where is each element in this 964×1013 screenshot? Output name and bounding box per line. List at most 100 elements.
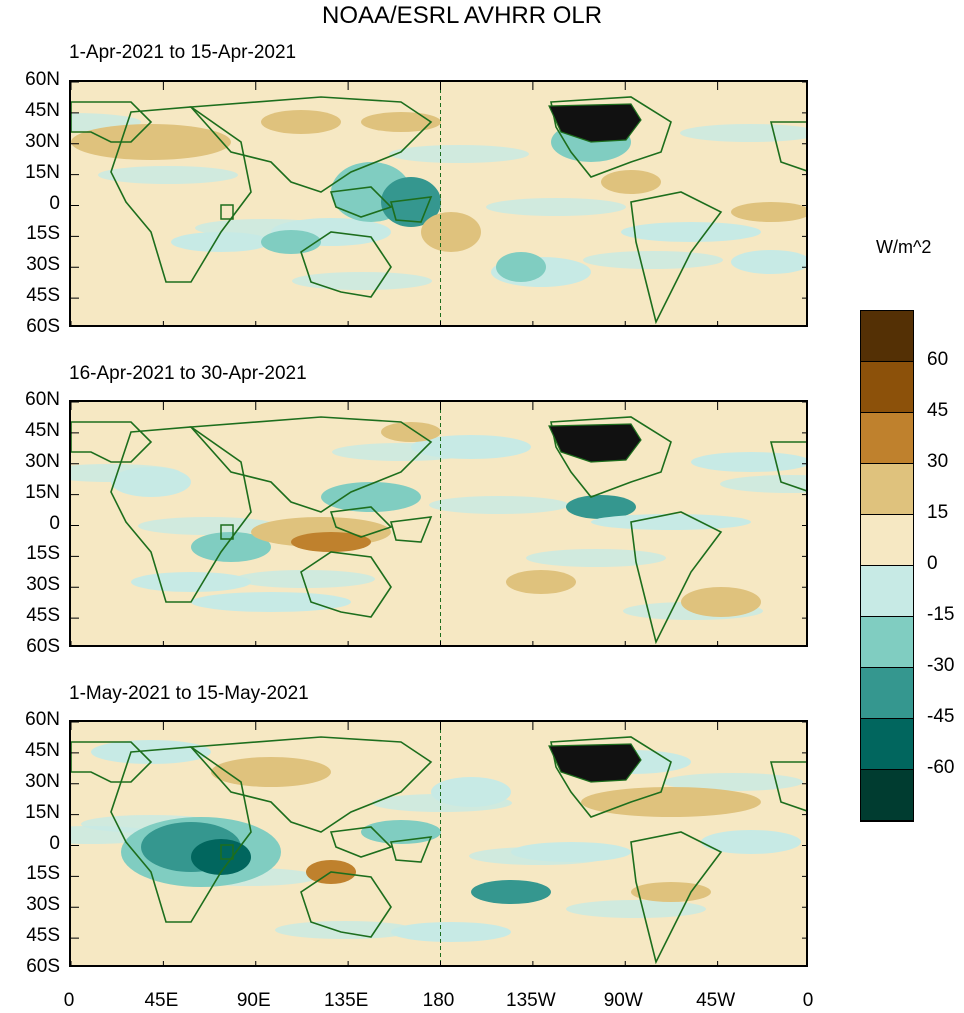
panel-3-title: 1-May-2021 to 15-May-2021 bbox=[69, 683, 309, 704]
lat-label: 45S bbox=[26, 285, 60, 307]
colorbar-segment bbox=[861, 515, 913, 566]
coastline bbox=[300, 231, 392, 298]
lon-label: 180 bbox=[422, 990, 455, 1011]
anomaly-blob bbox=[191, 592, 351, 612]
anomaly-blob bbox=[621, 222, 761, 242]
map-panel-2 bbox=[69, 400, 808, 647]
lat-label: 0 bbox=[49, 832, 60, 854]
coastline bbox=[329, 186, 393, 218]
lat-label: 60S bbox=[26, 316, 60, 337]
colorbar-tick-label: -60 bbox=[927, 757, 955, 778]
colorbar-tick-label: 15 bbox=[927, 502, 949, 523]
colorbar-segment bbox=[861, 413, 913, 464]
panel-1-title: 1-Apr-2021 to 15-Apr-2021 bbox=[69, 42, 297, 63]
coastline bbox=[389, 516, 433, 543]
coastline bbox=[550, 96, 672, 178]
lat-label: 30N bbox=[25, 770, 60, 792]
anomaly-blob bbox=[691, 452, 806, 472]
coastline bbox=[110, 426, 252, 603]
coastline bbox=[189, 416, 433, 513]
anomaly-blob bbox=[131, 572, 251, 592]
lat-label: 30N bbox=[25, 450, 60, 472]
lat-label: 30N bbox=[25, 130, 60, 152]
map-svg-2 bbox=[71, 402, 806, 645]
colorbar-units: W/m^2 bbox=[876, 237, 932, 257]
anomaly-band bbox=[663, 773, 803, 791]
lat-label: 45S bbox=[26, 925, 60, 947]
anomaly-blob bbox=[581, 787, 761, 817]
colorbar-tick-label: -15 bbox=[927, 604, 955, 625]
colorbar-tick-label: 0 bbox=[927, 553, 938, 574]
lat-label: 60N bbox=[25, 709, 60, 730]
lat-label: 15S bbox=[26, 223, 60, 245]
coastline bbox=[630, 511, 723, 645]
lat-label: 15N bbox=[25, 801, 60, 823]
anomaly-band bbox=[292, 272, 432, 290]
colorbar-tick-label: -30 bbox=[927, 655, 955, 676]
anomaly-band bbox=[235, 570, 375, 588]
coastline bbox=[769, 761, 806, 812]
anomaly-blob bbox=[391, 922, 511, 942]
anomaly-blob bbox=[91, 740, 211, 764]
coastline bbox=[329, 506, 393, 538]
anomaly-blob bbox=[171, 232, 271, 252]
lat-label: 60S bbox=[26, 636, 60, 657]
anomaly-band bbox=[429, 496, 569, 514]
colorbar-segment bbox=[861, 362, 913, 413]
coastline bbox=[550, 736, 672, 818]
map-svg-1 bbox=[71, 82, 806, 325]
coastline bbox=[71, 741, 153, 783]
colorbar-segment bbox=[861, 311, 913, 362]
anomaly-blob bbox=[361, 112, 441, 132]
lat-label: 15S bbox=[26, 863, 60, 885]
anomaly-blob bbox=[731, 250, 806, 274]
coastline bbox=[550, 416, 672, 498]
coastline bbox=[769, 441, 806, 492]
colorbar-segment bbox=[861, 719, 913, 770]
colorbar-segment bbox=[861, 464, 913, 515]
lat-label: 60S bbox=[26, 956, 60, 977]
anomaly-blob bbox=[506, 570, 576, 594]
lat-label: 45N bbox=[25, 739, 60, 761]
lat-label: 60N bbox=[25, 69, 60, 90]
lon-label: 45E bbox=[144, 990, 179, 1011]
anomaly-blob bbox=[566, 495, 636, 519]
lon-label: 0 bbox=[802, 990, 814, 1011]
lat-label: 30S bbox=[26, 894, 60, 916]
anomaly-band bbox=[720, 475, 806, 493]
colorbar-tick-label: 45 bbox=[927, 400, 949, 421]
anomaly-band bbox=[566, 900, 706, 918]
anomaly-blob bbox=[261, 230, 321, 254]
coastline bbox=[300, 871, 392, 938]
usa-state-borders bbox=[548, 743, 642, 783]
lat-label: 15N bbox=[25, 481, 60, 503]
map-svg-3 bbox=[71, 722, 806, 965]
anomaly-blob bbox=[261, 110, 341, 134]
lat-label: 0 bbox=[49, 512, 60, 534]
lat-label: 15N bbox=[25, 161, 60, 183]
anomaly-blob bbox=[731, 202, 806, 222]
anomaly-blob bbox=[191, 532, 271, 562]
anomaly-band bbox=[583, 251, 723, 269]
coastline bbox=[329, 826, 393, 858]
lat-label: 45N bbox=[25, 419, 60, 441]
coastline bbox=[189, 96, 433, 193]
map-panel-3 bbox=[69, 720, 808, 967]
lat-label: 15S bbox=[26, 543, 60, 565]
lat-label: 30S bbox=[26, 254, 60, 276]
figure-title: NOAA/ESRL AVHRR OLR bbox=[322, 2, 603, 29]
anomaly-blob bbox=[511, 842, 631, 862]
region-box bbox=[220, 524, 234, 540]
colorbar-tick-label: 30 bbox=[927, 451, 949, 472]
coastline bbox=[630, 191, 723, 325]
lat-label: 45S bbox=[26, 605, 60, 627]
lat-label: 30S bbox=[26, 574, 60, 596]
panel-2-title: 16-Apr-2021 to 30-Apr-2021 bbox=[69, 363, 307, 384]
anomaly-blob bbox=[71, 124, 231, 160]
lat-label: 45N bbox=[25, 99, 60, 121]
lon-label: 0 bbox=[63, 990, 75, 1011]
coastline bbox=[389, 836, 433, 863]
usa-state-borders bbox=[548, 103, 642, 143]
region-box bbox=[220, 204, 234, 220]
map-panel-1 bbox=[69, 80, 808, 327]
